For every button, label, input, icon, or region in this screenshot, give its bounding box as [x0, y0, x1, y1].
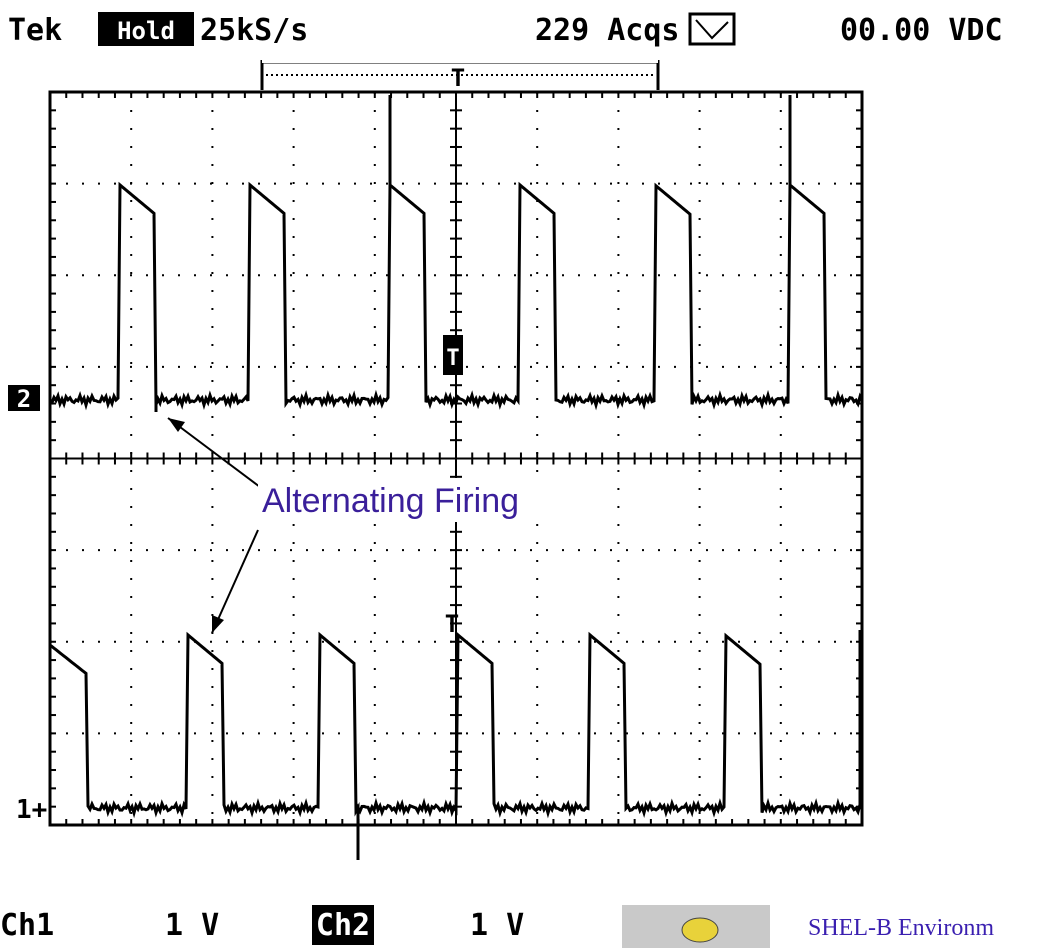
acquisitions: 229 Acqs [535, 13, 680, 48]
logo-mascot [682, 918, 718, 942]
arrow-line [212, 530, 258, 633]
trigger-pos: T [446, 346, 459, 371]
ch1-scale: 1 V [165, 908, 219, 943]
ch2-label: Ch2 [316, 908, 370, 943]
trigger-top: T [451, 64, 465, 92]
ch1-label: Ch1 [0, 908, 54, 943]
trigger-level: T [445, 610, 459, 638]
readout: 00.00 VDC [840, 13, 1003, 48]
sample-rate: 25kS/s [200, 13, 308, 48]
mode: Hold [117, 17, 175, 45]
ch1-marker: 1+ [16, 795, 47, 825]
ch2-marker: 2 [17, 385, 31, 413]
oscilloscope-screen: Tek Hold 25kS/s 229 Acqs 00.00 VDC T 2 T… [0, 0, 1053, 948]
arrow-head [212, 615, 224, 633]
annotation: Alternating Firing [262, 482, 519, 520]
page: Tek Hold 25kS/s 229 Acqs 00.00 VDC T 2 T… [0, 0, 1053, 948]
arrow-line [168, 418, 260, 487]
caption: SHEL-B Environm [808, 915, 994, 941]
brand: Tek [8, 13, 62, 48]
ch2-scale: 1 V [470, 908, 524, 943]
trigger-icon-glyph [696, 20, 728, 38]
bracket-mask [262, 60, 658, 63]
trigger-icon [690, 14, 734, 44]
